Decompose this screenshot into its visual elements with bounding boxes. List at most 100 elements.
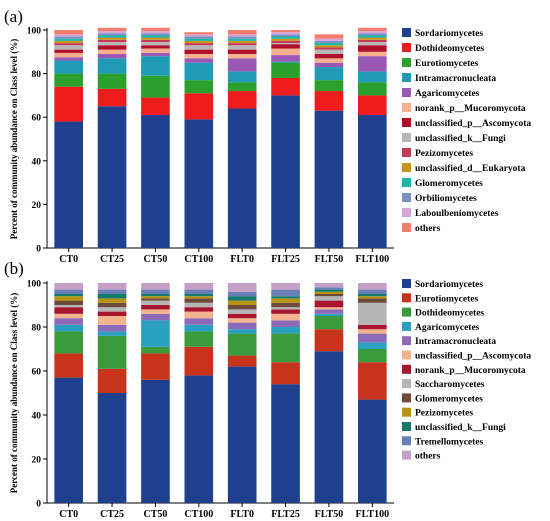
bar-segment-others: [184, 283, 214, 290]
bar-segment-unclassified-p-ascomycota: [227, 318, 257, 323]
bar-segment-unclassified-k-fungi: [357, 294, 387, 297]
bar-segment-sordariomycetes: [97, 106, 127, 248]
bar-segment-glomeromycetes: [357, 35, 387, 38]
bar-segment-agaricomycetes: [314, 313, 344, 316]
bar-segment-unclassified-p-ascomycota: [357, 329, 387, 334]
bar-segment-others: [357, 283, 387, 290]
bar-segment-agaricomycetes: [141, 320, 170, 347]
bar-segment-dothideomycetes: [357, 95, 387, 116]
bar-segment-pezizomycetes: [184, 296, 214, 299]
legend-label: Sordariomycetes: [415, 280, 483, 290]
legend-label: Orbiliomycetes: [415, 194, 477, 204]
bar-segment-norank-p-mucoromycota: [184, 53, 214, 59]
bar-segment-eurotiomycetes: [141, 353, 170, 380]
bar-segment-glomeromycetes: [54, 300, 84, 305]
legend-label: Pezizomycetes: [415, 409, 473, 419]
bar-segment-tremellomycetes: [184, 289, 214, 294]
bar-segment-intramacronucleata: [54, 318, 84, 325]
legend-swatch: [402, 193, 411, 202]
legend-swatch: [402, 73, 411, 82]
bar-segment-dothideomycetes: [314, 316, 344, 330]
bar-segment-dothideomycetes: [184, 93, 214, 120]
bar-segment-glomeromycetes: [97, 35, 127, 38]
bar-segment-unclassified-p-ascomycota: [357, 45, 387, 52]
bar-segment-others: [97, 27, 127, 32]
bar-segment-glomeromycetes: [314, 43, 344, 46]
bar-segment-eurotiomycetes: [227, 82, 257, 92]
x-tick-label: CT50: [143, 509, 167, 520]
bar-segment-agaricomycetes: [54, 57, 84, 61]
y-tick-label: 100: [27, 27, 42, 37]
x-tick-label: CT0: [59, 254, 78, 265]
bar-segment-agaricomycetes: [97, 53, 127, 59]
bar-segment-intramacronucleata: [141, 56, 170, 76]
bar-segment-norank-p-mucoromycota: [141, 305, 170, 310]
bar-segment-sordariomycetes: [97, 393, 127, 503]
bar-segment-unclassified-k-fungi: [54, 294, 84, 297]
bar-segment-unclassified-p-ascomycota: [227, 49, 257, 54]
bar-segment-sordariomycetes: [357, 399, 387, 503]
bar-segment-glomeromycetes: [97, 302, 127, 308]
x-tick-label: FLT100: [356, 509, 390, 520]
y-axis-label: Percent of community abundance on Class …: [9, 39, 19, 240]
bar-segment-norank-p-mucoromycota: [227, 313, 257, 319]
legend-swatch: [402, 103, 411, 112]
bar-segment-eurotiomycetes: [97, 73, 127, 89]
legend-label: Eurotiomycetes: [415, 59, 478, 69]
bar-segment-norank-p-mucoromycota: [97, 49, 127, 54]
bar-segment-others: [271, 283, 300, 290]
y-tick-label: 40: [32, 157, 42, 167]
x-tick-label: FLT50: [315, 254, 344, 265]
bar-segment-intramacronucleata: [314, 67, 344, 81]
bar-segment-dothideomycetes: [97, 88, 127, 107]
bar-segment-unclassified-p-ascomycota: [184, 311, 214, 319]
bar-segment-intramacronucleata: [227, 71, 257, 83]
bar-segment-glomeromycetes: [141, 35, 170, 38]
bar-segment-orbiliomycetes: [227, 36, 257, 39]
bar-segment-eurotiomycetes: [357, 362, 387, 400]
bar-segment-tremellomycetes: [314, 287, 344, 290]
bar-segment-unclassified-k-fungi: [314, 49, 344, 54]
y-tick-label: 80: [32, 324, 42, 334]
legend-label: Sordariomycetes: [415, 29, 483, 39]
bar-segment-pezizomycetes: [357, 296, 387, 299]
bar-segment-sordariomycetes: [271, 95, 300, 249]
legend-label: unclassified_d__Eukaryota: [415, 164, 526, 174]
bar-segment-saccharomycetes: [54, 305, 84, 308]
bar-segment-agaricomycetes: [271, 327, 300, 334]
x-tick-label: FLT25: [271, 509, 300, 520]
bar-segment-agaricomycetes: [97, 331, 127, 336]
bar-segment-eurotiomycetes: [54, 353, 84, 378]
bar-segment-others: [271, 30, 300, 33]
bar-segment-agaricomycetes: [227, 58, 257, 72]
bar-segment-laboulbeniomycetes: [97, 31, 127, 34]
legend-label: Intramacronucleata: [415, 337, 496, 347]
bar-segment-agaricomycetes: [357, 56, 387, 72]
legend-swatch: [402, 178, 411, 187]
bar-segment-unclassified-d-eukaryota: [314, 45, 344, 48]
bar-segment-saccharomycetes: [97, 307, 127, 312]
bar-segment-dothideomycetes: [227, 333, 257, 356]
bar-segment-others: [314, 34, 344, 39]
bar-segment-saccharomycetes: [314, 296, 344, 301]
bar-segment-eurotiomycetes: [357, 82, 387, 96]
bar-segment-pezizomycetes: [141, 39, 170, 42]
bar-segment-eurotiomycetes: [141, 75, 170, 98]
chart-panel-1: (a) Percent of community abundance on Cla…: [4, 7, 531, 265]
x-tick-label: FLT0: [230, 509, 254, 520]
bar-segment-saccharomycetes: [227, 309, 257, 314]
bar-segment-agaricomycetes: [141, 52, 170, 57]
y-tick-label: 20: [32, 201, 42, 211]
x-tick-label: FLT50: [315, 509, 344, 520]
bar-segment-agaricomycetes: [227, 329, 257, 334]
bar-segment-norank-p-mucoromycota: [271, 309, 300, 314]
y-tick-label: 0: [36, 500, 41, 510]
legend-label: Tremellomycetes: [415, 437, 484, 447]
x-tick-label: FLT0: [230, 254, 254, 265]
bar-segment-unclassified-p-ascomycota: [271, 44, 300, 49]
bar-segment-glomeromycetes: [314, 294, 344, 297]
bar-segment-eurotiomycetes: [184, 346, 214, 376]
legend-label: norank_p__Mucoromycota: [415, 366, 526, 376]
bar-segment-others: [54, 30, 84, 35]
bar-segment-agaricomycetes: [271, 55, 300, 62]
